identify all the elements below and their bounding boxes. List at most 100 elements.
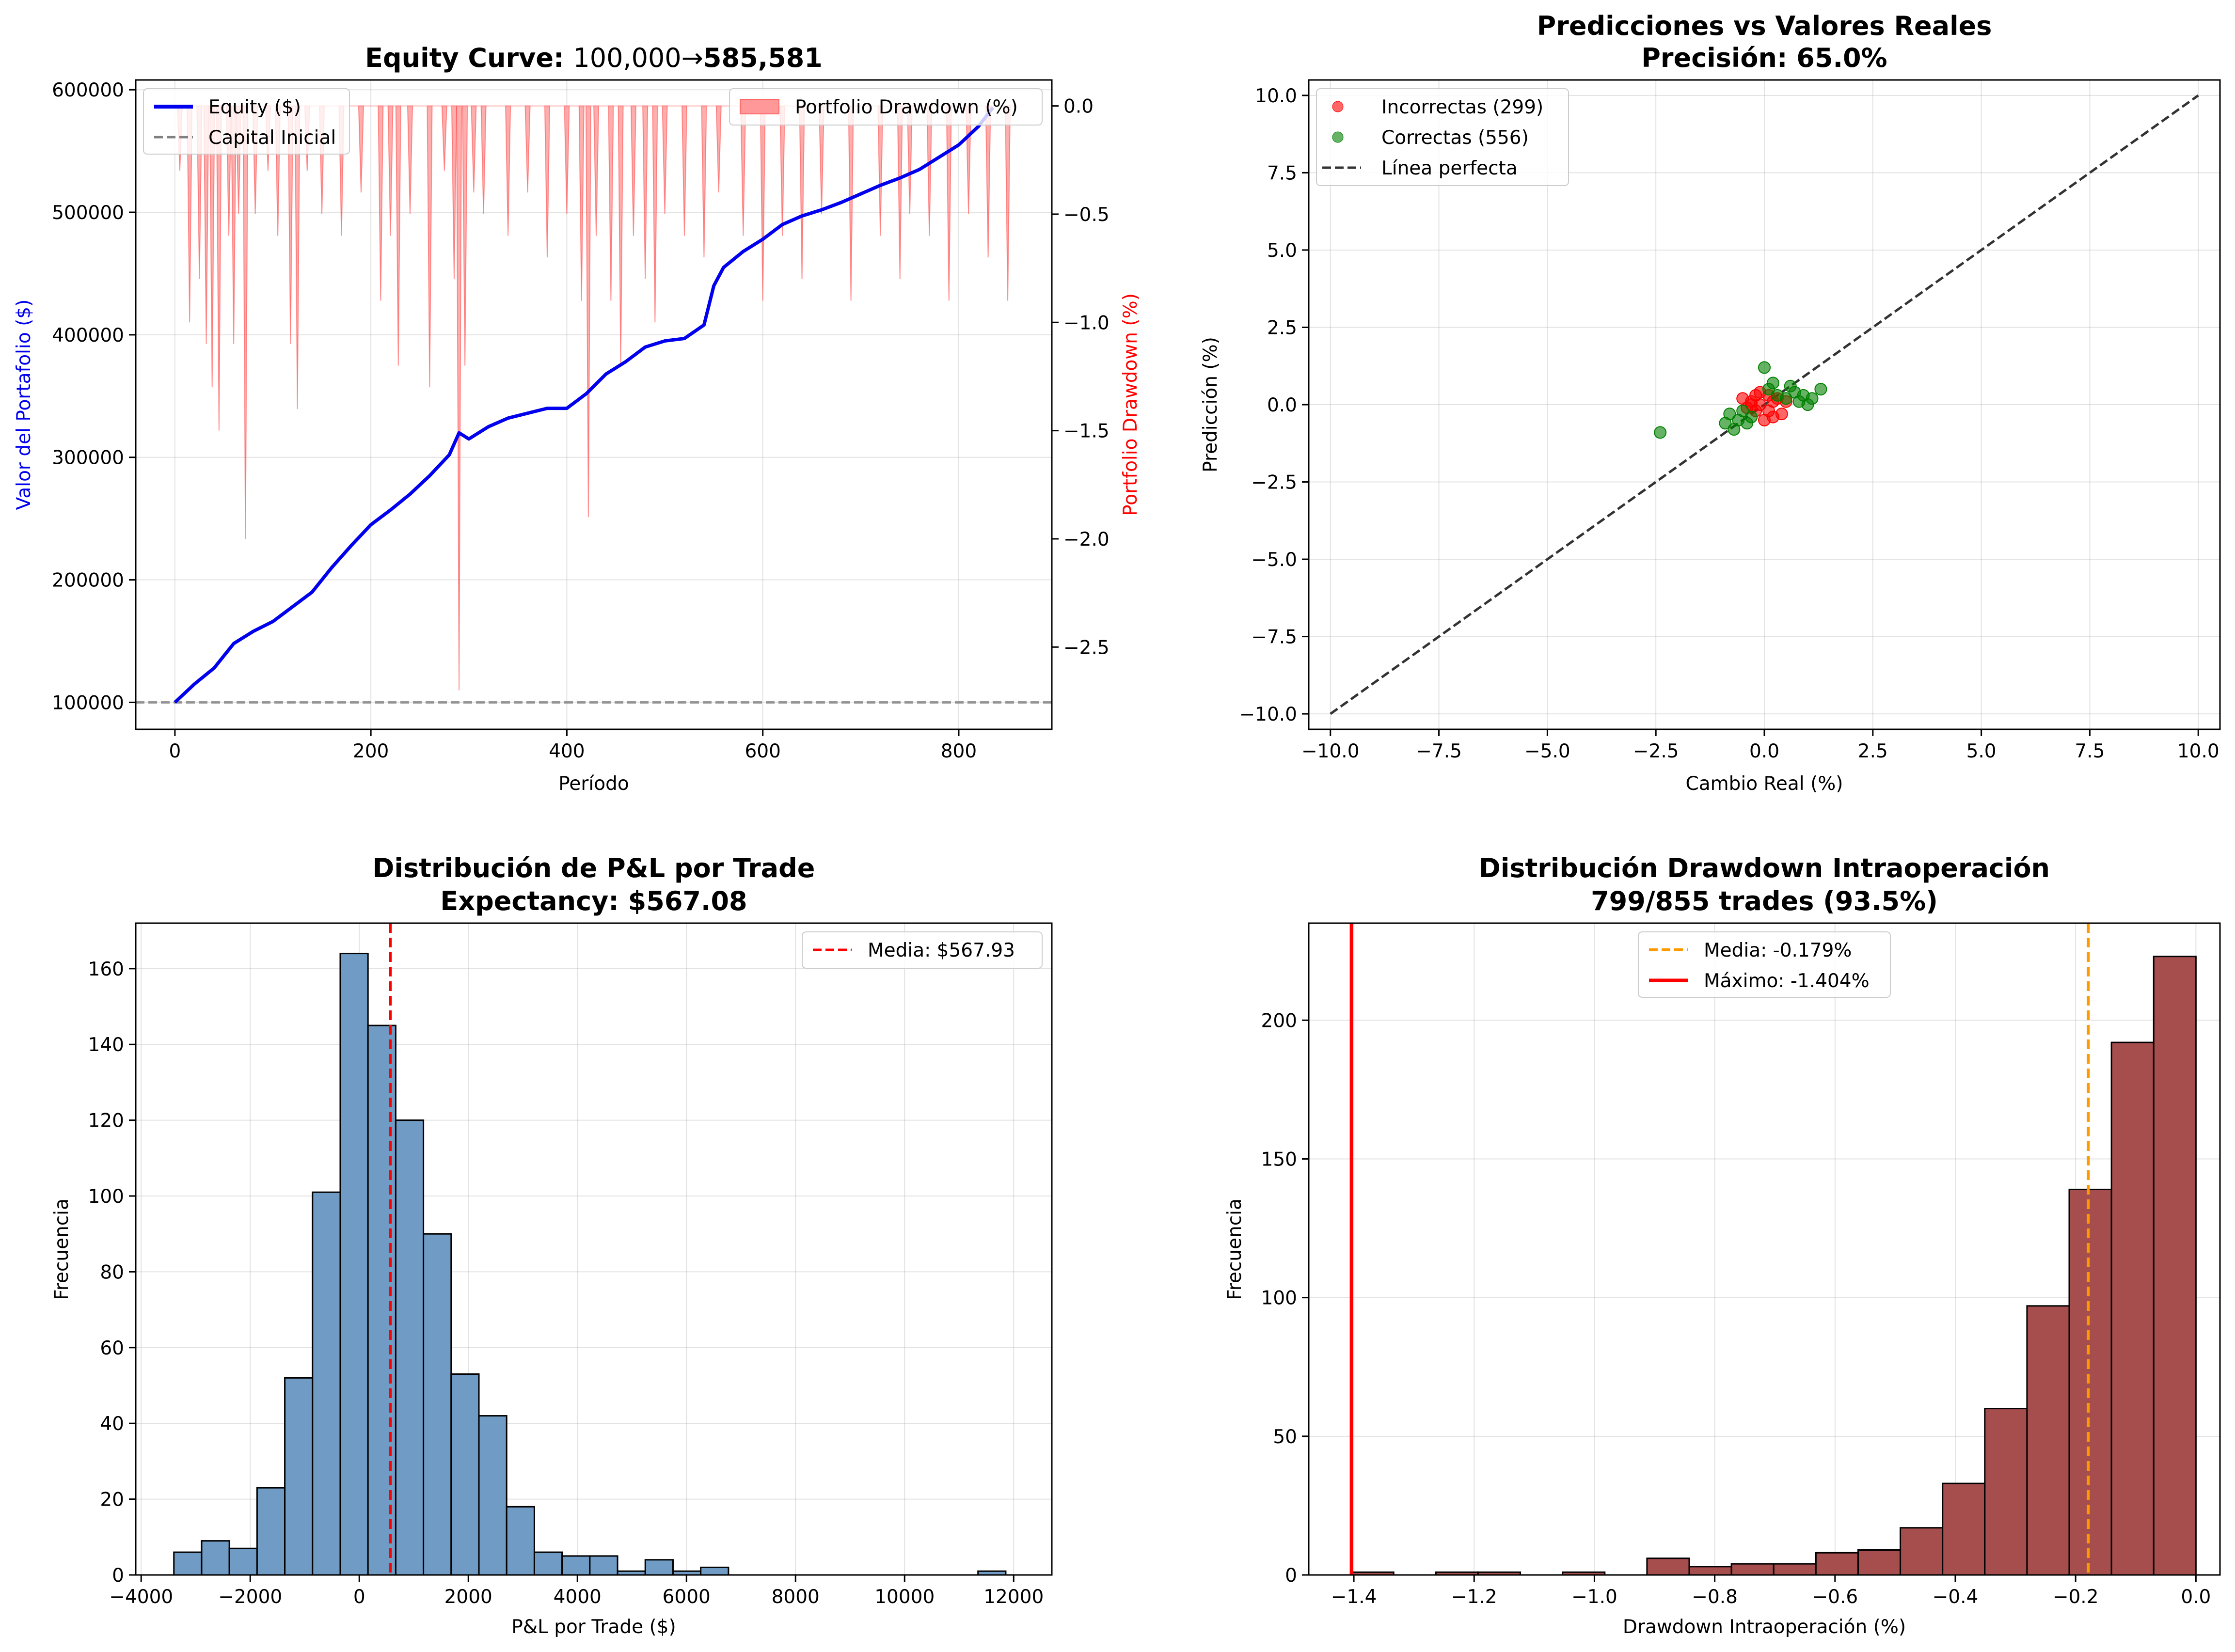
histogram-bar [561,1555,591,1576]
pnl-y-tick-label: 60 [100,1337,124,1359]
drawdown-y-tick-label: −2.5 [1063,637,1110,659]
histogram-bar [173,1551,203,1576]
histogram-bar [589,1555,618,1576]
pnl-y-tick-label: 20 [100,1489,124,1511]
pnl-x-tick-label: 8000 [772,1586,820,1608]
histogram-bar [1900,1527,1944,1576]
correct-point [1728,423,1741,436]
histogram-bar [339,953,369,1576]
correct-point [1766,377,1779,390]
drawdown-histogram-panel: Distribución Drawdown Intraoperación 799… [1224,853,2221,1638]
histogram-bar [506,1506,535,1576]
legend-equity-label: Equity ($) [208,96,301,118]
pnl-title-line2: Expectancy: $567.08 [440,886,747,916]
pnl-legend: Media: $567.93 [802,931,1043,969]
pnl-y-tick-label: 80 [100,1261,124,1283]
histogram-bar [2110,1041,2155,1576]
scatter-title-line2: Precisión: 65.0% [1641,43,1887,73]
dd-x-axis-label: Drawdown Intraoperación (%) [1623,1616,1906,1638]
equity-legend: Equity ($) Capital Inicial [143,88,350,155]
scatter-y-tick-label: −5.0 [1251,549,1297,571]
legend-drawdown-label: Portfolio Drawdown (%) [795,96,1018,118]
dd-y-tick-label: 50 [1273,1426,1297,1448]
correct-point [1654,426,1667,439]
histogram-bar [256,1487,286,1576]
equity-x-tick-label: 800 [941,740,977,762]
predictions-scatter-panel: Predicciones vs Valores Reales Precisión… [1200,11,2221,795]
scatter-y-tick-label: −2.5 [1251,472,1297,494]
histogram-bar [312,1191,341,1576]
dd-x-tick-label: 0.0 [2181,1586,2211,1608]
drawdown-y-tick-label: −0.5 [1063,204,1110,226]
pnl-x-tick-label: 4000 [554,1586,602,1608]
correct-point [1779,392,1792,405]
pnl-y-tick-label: 120 [88,1110,124,1132]
correct-point [1745,410,1758,424]
scatter-y-tick-label: 7.5 [1267,162,1297,184]
dd-title-line1: Distribución Drawdown Intraoperación [1479,853,2050,883]
dd-y-tick-label: 200 [1261,1010,1297,1032]
dd-x-tick-label: −0.8 [1692,1586,1738,1608]
equity-axes-frame [135,79,1053,730]
histogram-bar [228,1547,258,1576]
histogram-bar [1646,1558,1690,1576]
drawdown-y-tick-label: 0.0 [1063,96,1094,118]
scatter-x-tick-label: −7.5 [1416,740,1462,762]
legend-perfect-label: Línea perfecta [1381,157,1518,179]
pnl-title-line1: Distribución de P&L por Trade [373,853,815,883]
pnl-x-tick-label: 0 [353,1586,365,1608]
dd-x-tick-label: −1.4 [1331,1586,1377,1608]
equity-curve-title: Equity Curve: 100,000→585,581 [365,43,823,73]
dd-x-tick-label: −1.0 [1571,1586,1617,1608]
histogram-bar [1984,1408,2028,1576]
scatter-x-tick-label: 5.0 [1966,740,1997,762]
dd-x-tick-label: −0.4 [1933,1586,1979,1608]
dd-x-tick-label: −0.6 [1812,1586,1858,1608]
scatter-x-tick-label: −2.5 [1633,740,1679,762]
scatter-x-tick-label: 0.0 [1749,740,1779,762]
incorrect-point [1762,404,1775,417]
correct-point [1736,404,1749,417]
histogram-bar [1942,1482,1986,1576]
histogram-bar [1773,1563,1817,1576]
drawdown-y-tick-label: −1.0 [1063,312,1110,334]
dd-y-tick-label: 0 [1285,1565,1297,1587]
legend-dd-mean-label: Media: -0.179% [1704,940,1852,961]
scatter-y-tick-label: −7.5 [1251,627,1297,648]
scatter-y-axis-label: Predicción (%) [1200,337,1221,472]
drawdown-legend: Portfolio Drawdown (%) [729,88,1043,126]
histogram-bar [2026,1305,2070,1576]
scatter-y-tick-label: 2.5 [1267,317,1297,339]
scatter-x-tick-label: 10.0 [2177,740,2219,762]
scatter-x-tick-label: 7.5 [2075,740,2105,762]
histogram-bar [1688,1566,1732,1576]
incorrect-point [1775,408,1788,421]
equity-x-tick-label: 400 [549,740,585,762]
correct-point [1814,383,1827,396]
dd-axes-frame [1308,922,2221,1576]
legend-dd-max-label: Máximo: -1.404% [1704,970,1870,992]
pnl-y-tick-label: 0 [112,1565,124,1587]
dd-title-line2: 799/855 trades (93.5%) [1591,886,1938,916]
correct-point [1784,379,1797,393]
equity-y-tick-label: 600000 [52,79,124,101]
equity-y-axis-label: Valor del Portafolio ($) [13,299,35,510]
histogram-bar [284,1377,314,1576]
pnl-x-tick-label: 2000 [444,1586,492,1608]
equity-y-tick-label: 500000 [52,202,124,224]
legend-drawdown-swatch [740,99,779,114]
histogram-bar [395,1119,425,1576]
correct-point [1758,361,1771,374]
scatter-x-tick-label: 2.5 [1858,740,1888,762]
equity-x-tick-label: 600 [745,740,780,762]
dd-x-tick-label: −0.2 [2053,1586,2099,1608]
scatter-x-tick-label: −10.0 [1301,740,1360,762]
legend-incorrect-label: Incorrectas (299) [1381,96,1543,118]
correct-point [1801,398,1814,411]
histogram-bar [700,1566,729,1576]
pnl-x-tick-label: −2000 [218,1586,282,1608]
dd-y-axis-label: Frecuencia [1224,1198,1246,1300]
drawdown-y-tick-label: −1.5 [1063,421,1110,442]
equity-curve-panel: Equity Curve: 100,000→585,581 0 200 400 600… [13,43,1141,795]
